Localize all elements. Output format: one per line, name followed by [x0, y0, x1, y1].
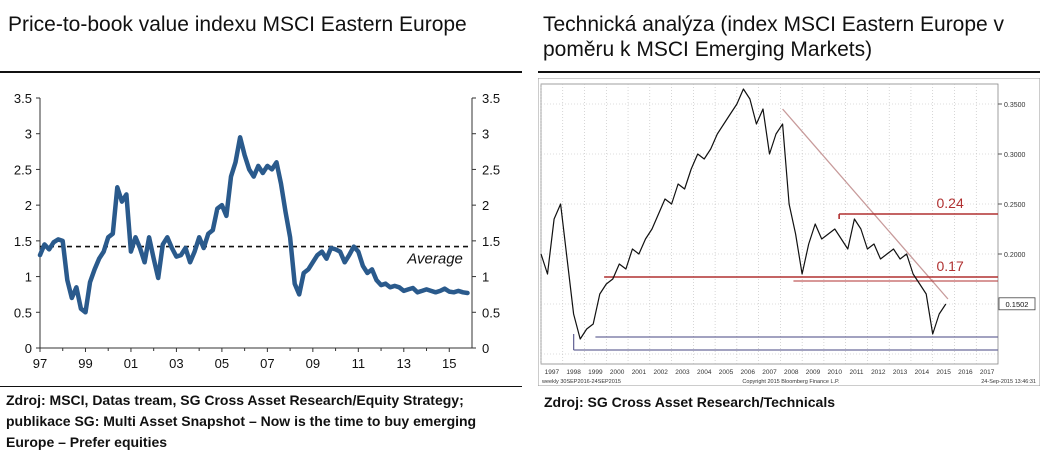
x-tick-label: 1998: [566, 369, 581, 376]
x-tick-label: 2009: [806, 369, 821, 376]
x-tick-label: 2008: [784, 369, 799, 376]
x-tick-label: 2003: [675, 369, 690, 376]
y-tick-label: 0.2000: [1004, 252, 1026, 259]
last-value-label: 0.1502: [1006, 300, 1029, 309]
right-chart-title: Technická analýza (index MSCI Eastern Eu…: [543, 13, 1005, 61]
x-tick-label: 05: [215, 356, 229, 371]
x-tick-label: 2000: [610, 369, 625, 376]
x-tick-label: 2006: [741, 369, 756, 376]
x-tick-label: 2012: [871, 369, 886, 376]
y-tick-label: 0.2500: [1004, 202, 1026, 209]
y-tick-label: 3: [25, 127, 32, 142]
x-tick-label: 09: [306, 356, 320, 371]
y-tick-label-right: 1.5: [482, 234, 500, 249]
x-tick-label: 97: [33, 356, 47, 371]
x-tick-label: 2001: [632, 369, 647, 376]
last-value-box: [998, 297, 1036, 311]
y-tick-label: 1: [25, 270, 32, 285]
x-tick-label: 2004: [697, 369, 712, 376]
y-tick-label-right: 3.5: [482, 91, 500, 106]
x-tick-label: 1997: [545, 369, 560, 376]
y-tick-label-right: 2.5: [482, 162, 500, 177]
footer-left-text: weekly 30SEP2016-24SEP2015: [541, 379, 621, 385]
y-tick-label-right: 3: [482, 127, 489, 142]
left-pb-chart: 0 00.5 0.51 11.5 1.52 22.5 2.53 33.5 3.597 99 01 03…: [14, 91, 500, 371]
right-ta-chart: 0.2000 0.2500 0.3000 0.3500 1997 1998 1999 2000…: [538, 78, 1040, 386]
x-tick-label: 03: [169, 356, 183, 371]
x-tick-label: 13: [397, 356, 411, 371]
x-tick-label: 1999: [588, 369, 603, 376]
y-tick-label-right: 0.5: [482, 305, 500, 320]
left-chart-panel: Price-to-book value indexu MSCI Eastern …: [0, 13, 522, 450]
y-tick-label: 2: [25, 198, 32, 213]
x-tick-label: 2015: [936, 369, 951, 376]
x-tick-label: 2007: [762, 369, 777, 376]
y-tick-label: 1.5: [14, 234, 32, 249]
pb-series-line: [37, 135, 470, 315]
right-title-rule: [538, 71, 1040, 73]
y-tick-label: 3.5: [14, 91, 32, 106]
trend-line: [782, 108, 949, 300]
x-tick-label: 2011: [850, 369, 864, 376]
x-tick-label: 2014: [915, 369, 930, 376]
x-tick-label: 2002: [653, 369, 668, 376]
x-tick-label: 2005: [719, 369, 734, 376]
level-label-024: 0.24: [936, 195, 963, 211]
y-tick-label: 0.3500: [1004, 102, 1026, 109]
left-chart-title: Price-to-book value indexu MSCI Eastern …: [8, 13, 467, 36]
plot-area: [540, 83, 999, 365]
y-tick-label-right: 2: [482, 198, 489, 213]
level-label-017: 0.17: [936, 258, 963, 274]
x-tick-label: 2017: [980, 369, 995, 376]
left-source-note: Zdroj: MSCI, Datas tream, SG Cross Asset…: [6, 392, 477, 450]
y-tick-label: 0: [25, 341, 32, 356]
x-tick-label: 15: [442, 356, 456, 371]
right-source-note: Zdroj: SG Cross Asset Research/Technical…: [544, 394, 835, 410]
footer-right-text: 24-Sep-2015 13:46:31: [981, 379, 1036, 385]
x-tick-label: 2013: [893, 369, 908, 376]
y-tick-label: 0.5: [14, 305, 32, 320]
right-chart-panel: Technická analýza (index MSCI Eastern Eu…: [538, 0, 1040, 457]
average-label: Average: [406, 251, 463, 268]
x-tick-label: 2016: [958, 369, 973, 376]
y-tick-label-right: 0: [482, 341, 489, 356]
x-tick-label: 01: [124, 356, 138, 371]
y-tick-label: 0.3000: [1004, 152, 1026, 159]
x-tick-label: 07: [260, 356, 274, 371]
y-tick-label: 2.5: [14, 162, 32, 177]
x-tick-label: 99: [78, 356, 92, 371]
left-source-rule: [0, 386, 522, 387]
left-title-rule: [0, 71, 522, 73]
x-tick-label: 2010: [828, 369, 843, 376]
x-tick-label: 11: [352, 356, 366, 371]
footer-center-text: Copyright 2015 Bloomberg Finance L.P.: [742, 379, 840, 385]
y-tick-label-right: 1: [482, 270, 489, 285]
